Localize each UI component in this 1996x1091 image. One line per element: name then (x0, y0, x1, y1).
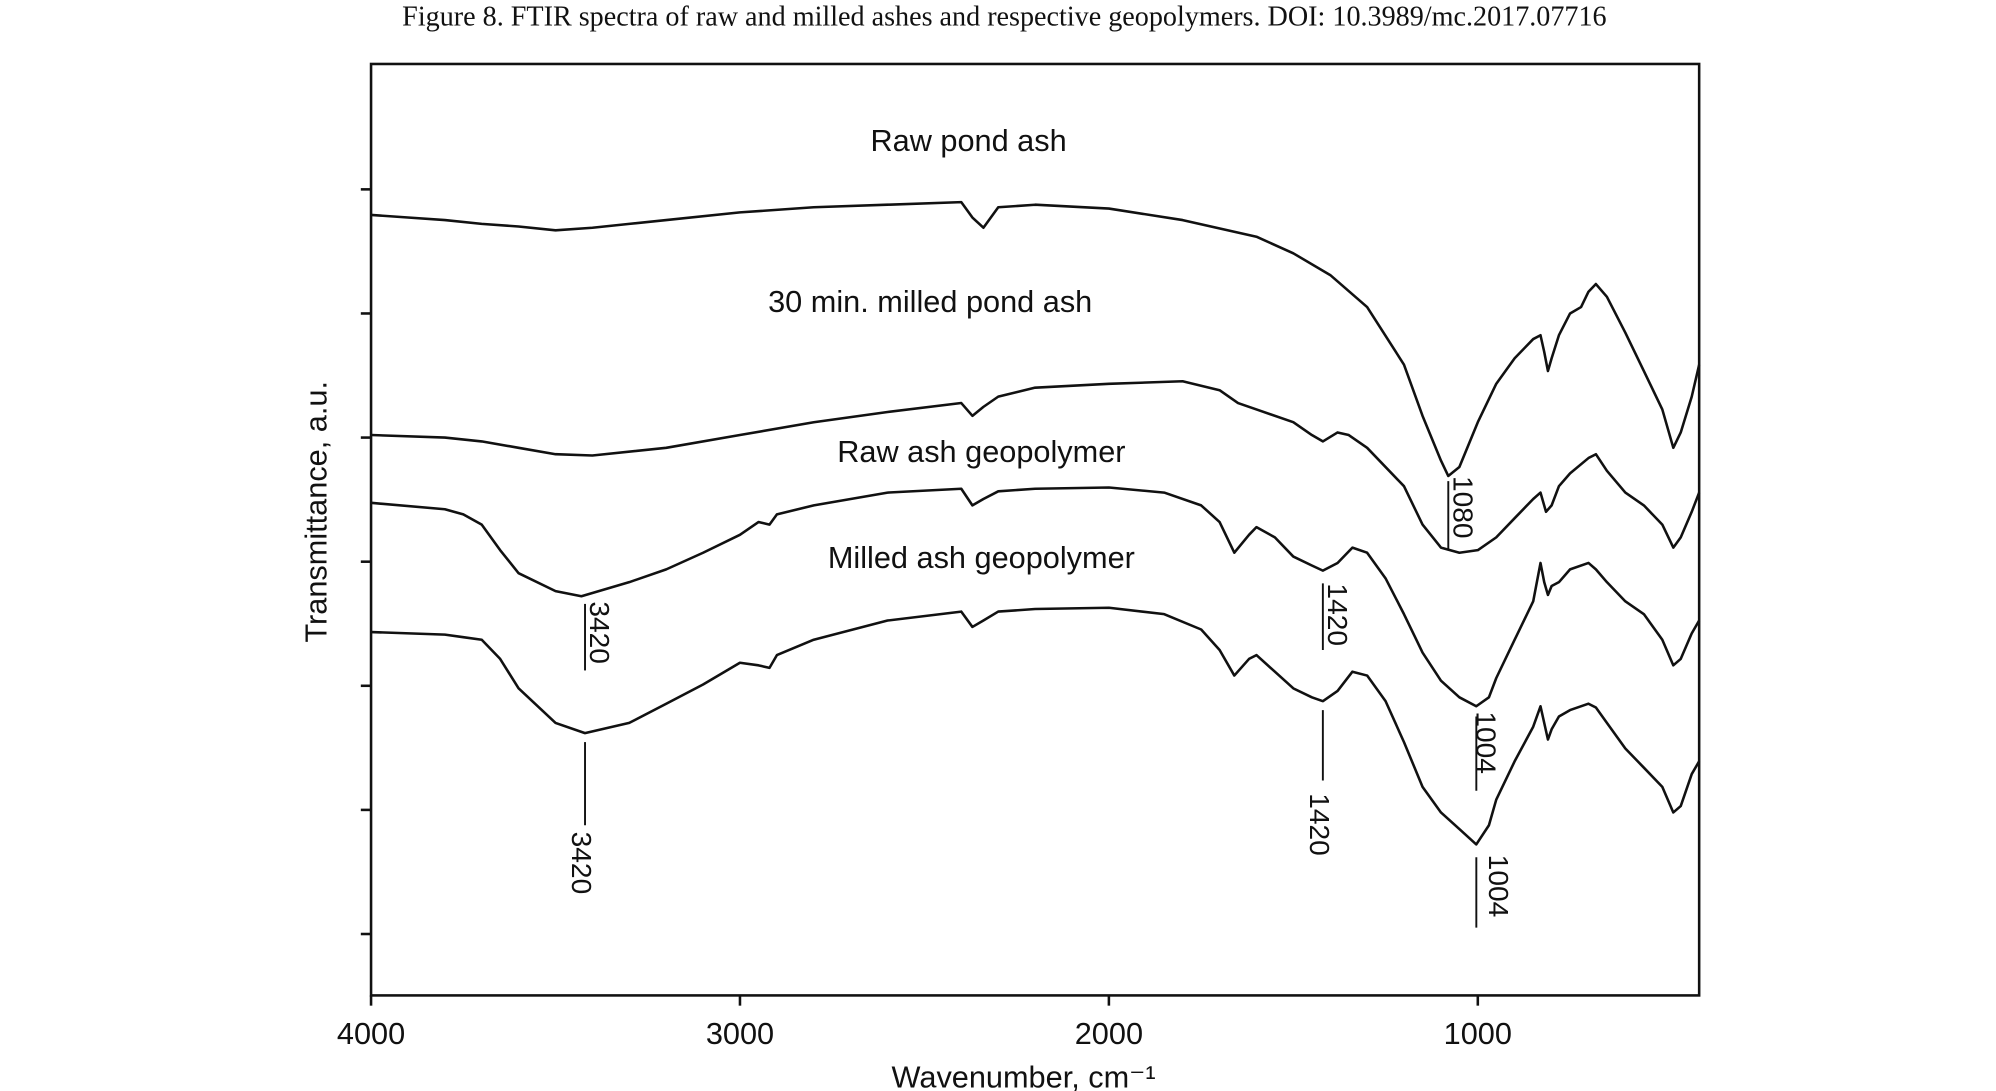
spectrum-line (371, 606, 1701, 846)
y-axis-label: Transmittance, a.u. (298, 381, 333, 643)
x-axis-label: Wavenumber, cm⁻¹ (892, 1060, 1156, 1091)
peak-label: 3420 (584, 601, 615, 664)
x-tick-label: 2000 (1075, 1016, 1143, 1051)
plot-frame (369, 62, 1701, 997)
peak-label: 1420 (1322, 583, 1353, 646)
peak-label: 1004 (1470, 711, 1501, 774)
spectrum-line (370, 200, 1701, 478)
spectrum-line (371, 380, 1701, 555)
chart-title: Figure 8. FTIR spectra of raw and milled… (402, 2, 1606, 33)
x-tick-label: 4000 (337, 1016, 405, 1051)
series-label: 30 min. milled pond ash (768, 284, 1092, 319)
series-label: Milled ash geopolymer (828, 540, 1135, 575)
x-tick-label: 1000 (1444, 1016, 1512, 1051)
peak-label: 3420 (566, 832, 597, 895)
series-label: Raw ash geopolymer (837, 434, 1125, 469)
spectrum-line (370, 486, 1701, 708)
peak-label: 1080 (1447, 476, 1478, 539)
series-label: Raw pond ash (870, 123, 1066, 158)
peak-label: 1004 (1483, 855, 1514, 918)
x-tick-label: 3000 (706, 1016, 774, 1051)
peak-label: 1420 (1304, 793, 1335, 856)
